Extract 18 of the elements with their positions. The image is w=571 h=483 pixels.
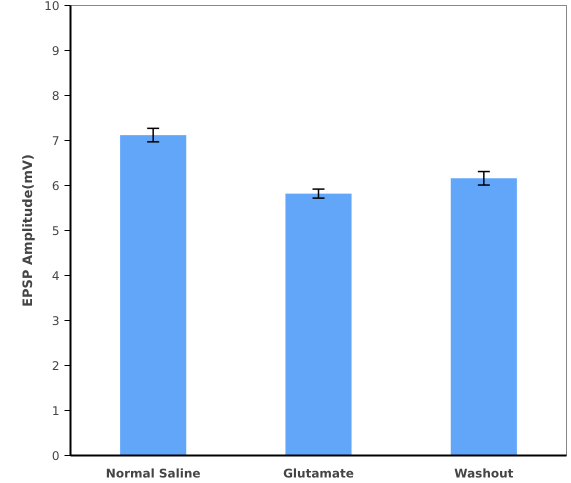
y-tick-label: 9 <box>52 44 60 58</box>
y-tick-label: 2 <box>52 359 60 373</box>
y-tick-label: 3 <box>52 314 60 328</box>
y-tick-label: 0 <box>52 449 60 463</box>
y-tick-label: 1 <box>52 404 60 418</box>
x-tick-label: Normal Saline <box>106 466 201 480</box>
y-tick-label: 4 <box>52 269 60 283</box>
y-tick-label: 8 <box>52 89 60 103</box>
y-tick-label: 6 <box>52 179 60 193</box>
x-tick-label: Washout <box>454 466 514 480</box>
bar <box>285 194 352 456</box>
y-tick-label: 10 <box>44 0 60 13</box>
bar <box>450 178 517 456</box>
y-tick-label: 5 <box>52 224 60 238</box>
y-axis-title: EPSP Amplitude(mV) <box>21 154 36 307</box>
y-tick-label: 7 <box>52 134 60 148</box>
x-tick-label: Glutamate <box>283 466 354 480</box>
bar <box>120 135 186 456</box>
